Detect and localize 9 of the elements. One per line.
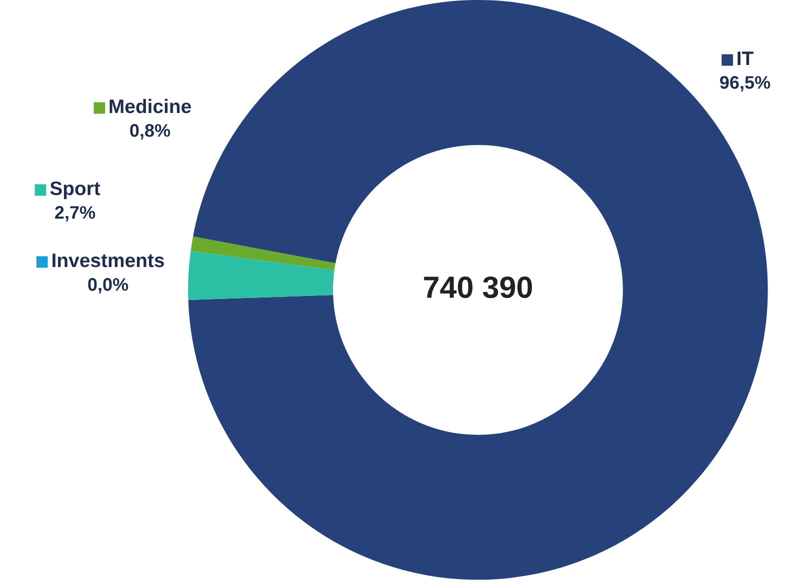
legend-label: Investments bbox=[52, 254, 164, 268]
data-label: 0,8% bbox=[130, 124, 170, 140]
text: 740 390 bbox=[424, 276, 532, 298]
legend-label: Sport bbox=[50, 181, 100, 200]
legend-label: IT bbox=[738, 52, 754, 66]
legend-label: Medicine bbox=[110, 98, 191, 114]
data-label: 2,7% bbox=[55, 206, 96, 222]
data-label: 96,5% bbox=[720, 76, 770, 92]
text: 0,0% bbox=[88, 278, 128, 294]
